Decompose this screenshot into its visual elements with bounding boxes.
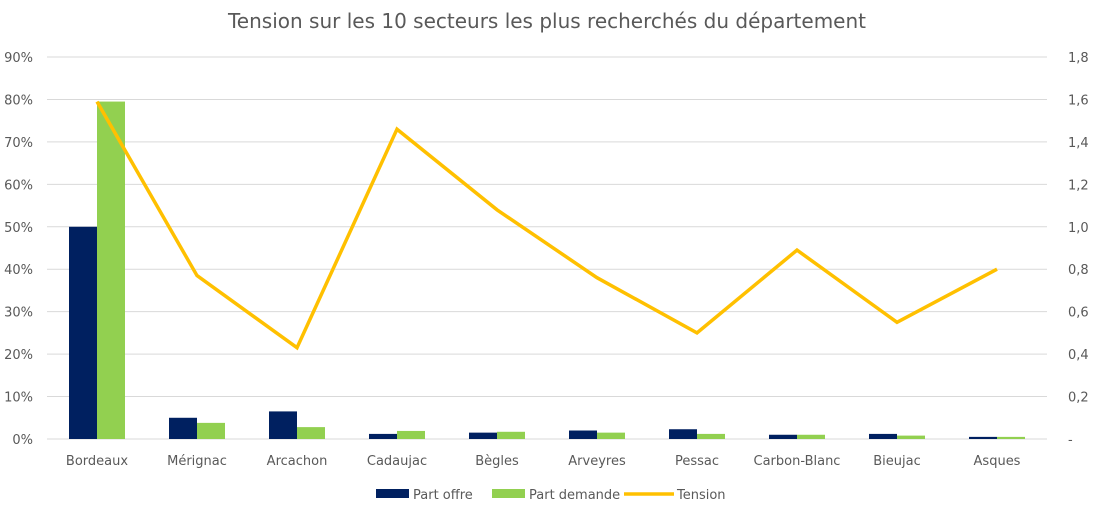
bar-part-offre [269,411,297,439]
left-tick-label: 40% [4,263,33,278]
category-label: Bordeaux [66,454,128,469]
bar-part-demande [597,432,625,439]
bar-part-offre [369,433,397,439]
tension-line [95,100,998,351]
left-tick-label: 60% [4,178,33,193]
right-tick-label: 1,2 [1068,178,1089,193]
left-tick-label: 30% [4,306,33,321]
left-tick-label: 50% [4,221,33,236]
bar-part-demande [297,427,325,439]
legend-label-tension: Tension [676,488,726,503]
left-tick-label: 80% [4,93,33,108]
bar-part-demande [897,435,925,439]
left-axis-ticks: 0% 10% 20% 30% 40% 50% 60% 70% 80% 90% [4,51,33,448]
legend-swatch-part-demande [492,489,525,498]
chart-title: Tension sur les 10 secteurs les plus rec… [227,9,866,33]
category-label: Carbon-Blanc [754,454,841,469]
right-tick-label: 1,0 [1068,221,1089,236]
bar-part-offre [69,226,97,439]
left-tick-label: 10% [4,391,33,406]
legend-label-part-demande: Part demande [529,488,620,503]
bars [69,101,1025,440]
category-label: Mérignac [167,454,227,469]
right-tick-label: 0,4 [1068,348,1089,363]
right-axis-ticks: - 0,2 0,4 0,6 0,8 1,0 1,2 1,4 1,6 1,8 [1068,51,1089,448]
category-labels: Bordeaux Mérignac Arcachon Cadaujac Bègles Ar… [66,454,1021,469]
right-tick-label: 0,6 [1068,306,1089,321]
category-label: Bègles [475,454,519,469]
right-tick-label: 1,4 [1068,136,1089,151]
bar-part-demande [797,434,825,439]
bar-part-offre [469,432,497,439]
right-tick-label: 1,8 [1068,51,1089,66]
bar-part-offre [769,434,797,439]
bar-part-demande [397,430,425,439]
bar-part-offre [669,429,697,439]
right-tick-label: 1,6 [1068,93,1089,108]
tension-line-layer [95,100,998,351]
gridlines [47,56,1047,440]
category-label: Arveyres [568,454,626,469]
left-tick-label: 20% [4,348,33,363]
category-label: Pessac [675,454,719,469]
bar-part-offre [869,433,897,439]
bar-part-demande [697,433,725,439]
category-label: Bieujac [873,454,921,469]
category-label: Asques [974,454,1021,469]
bar-part-demande [197,422,225,439]
left-tick-label: 90% [4,51,33,66]
right-tick-label: 0,8 [1068,263,1089,278]
category-label: Arcachon [267,454,328,469]
bar-part-offre [969,436,997,439]
legend-swatch-part-offre [376,489,409,498]
left-tick-label: 70% [4,136,33,151]
bar-part-offre [169,417,197,439]
right-tick-label: 0,2 [1068,391,1089,406]
legend-label-part-offre: Part offre [413,488,473,503]
category-label: Cadaujac [367,454,427,469]
left-tick-label: 0% [12,433,33,448]
legend: Part offre Part demande Tension [376,488,726,503]
bar-part-demande [997,436,1025,439]
bar-part-offre [569,430,597,439]
bar-part-demande [97,101,125,440]
right-tick-label: - [1068,433,1073,448]
bar-part-demande [497,431,525,439]
